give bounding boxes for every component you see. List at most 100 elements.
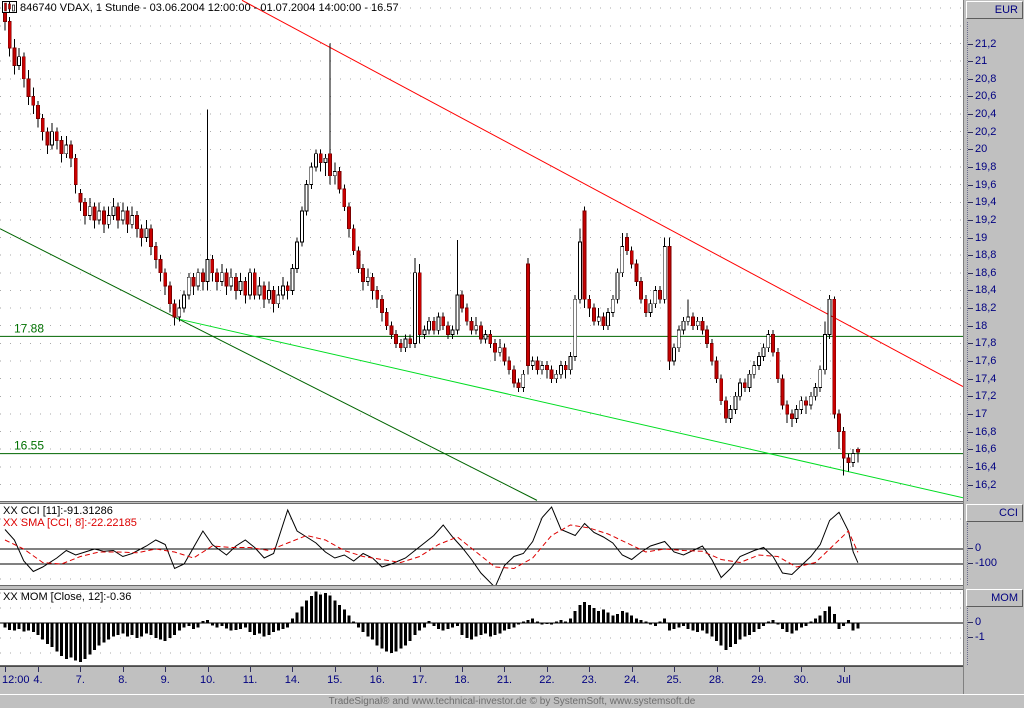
- candle-down: [40, 118, 45, 133]
- price-axis-ticks-label: 20,8: [968, 73, 996, 85]
- mom-bar: [248, 623, 252, 632]
- candle-down: [328, 153, 333, 177]
- mom-bar: [45, 623, 49, 644]
- mom-bar: [281, 623, 285, 629]
- price-axis-ticks-label: 17: [968, 408, 987, 420]
- mom-axis-ticks-label: -1: [968, 632, 985, 643]
- time-tick-mark: [292, 667, 293, 672]
- candle-up: [422, 329, 427, 335]
- mom-bar: [517, 623, 521, 625]
- mom-bar: [437, 623, 441, 629]
- mom-bar: [686, 623, 690, 629]
- candlestick-series: [3, 2, 860, 476]
- footer-credits: TradeSignal® and www.technical-investor.…: [0, 694, 1024, 708]
- candle-up: [521, 373, 526, 388]
- mom-bar: [111, 623, 115, 637]
- candle-down: [271, 290, 276, 305]
- mom-bar: [573, 611, 577, 623]
- mom-bar: [286, 623, 290, 628]
- mom-bar: [97, 623, 101, 646]
- time-tick-label: 12:00: [2, 674, 30, 686]
- price-axis-ticks[interactable]: 21,2 21 20,8 20,6 20,4 20,2 20 19,8 19,6 19,4 19,2…: [967, 22, 1024, 501]
- candle-down: [7, 21, 12, 49]
- mom-bar: [64, 623, 68, 659]
- candle-up: [309, 166, 314, 186]
- bright-green-support: [176, 318, 963, 499]
- mom-bar: [710, 623, 714, 637]
- cci-axis-ticks-label: 0: [968, 543, 981, 554]
- candle-down: [78, 193, 83, 203]
- price-chart-panel[interactable]: 17.88 16.55 846740 VDAX, 1 Stunde - 03.06…: [0, 0, 963, 502]
- candle-down: [83, 201, 88, 216]
- candle-down: [535, 360, 540, 371]
- candle-up: [130, 215, 135, 225]
- price-axis-ticks-label: 18,2: [968, 303, 996, 314]
- candle-up: [733, 395, 738, 410]
- mom-bar: [83, 623, 87, 659]
- time-tick-label: 23.: [581, 674, 597, 686]
- candle-up: [281, 285, 285, 296]
- mom-bar: [846, 620, 850, 623]
- candle-up: [497, 347, 502, 353]
- mom-bar: [17, 623, 21, 629]
- candlestick-chart[interactable]: 17.88 16.55: [0, 0, 963, 501]
- mom-bar: [455, 623, 459, 626]
- mom-bar: [69, 623, 73, 658]
- candle-down: [59, 140, 64, 155]
- candle-down: [135, 215, 139, 230]
- candle-up: [851, 453, 856, 463]
- time-tick-mark: [844, 667, 845, 672]
- mom-bar: [375, 623, 379, 646]
- mom-bar: [22, 623, 26, 632]
- mom-bar: [832, 614, 836, 623]
- mom-bar: [276, 623, 280, 631]
- candle-down: [168, 285, 172, 305]
- time-tick-mark: [674, 667, 675, 672]
- candle-down: [587, 298, 592, 309]
- cci-sma-formula-label: XX SMA [CCI, 8]:-22.22185: [3, 517, 137, 529]
- cci-axis-ticks[interactable]: 0 -100: [967, 523, 1024, 585]
- mom-axis-ticks[interactable]: 0 -1: [967, 608, 1024, 665]
- candle-up: [681, 320, 686, 331]
- mom-bar: [135, 623, 139, 638]
- mom-bar: [319, 594, 323, 623]
- candle-down: [507, 360, 512, 371]
- mom-bar: [418, 623, 422, 631]
- price-axis-ticks-label: 19: [968, 232, 987, 244]
- mom-bar: [762, 623, 766, 626]
- candle-up: [818, 369, 823, 388]
- mom-bar: [41, 623, 45, 640]
- candle-up: [606, 312, 611, 327]
- price-axis-ticks-label: 19,8: [968, 161, 996, 173]
- chart-title: 846740 VDAX, 1 Stunde - 03.06.2004 12:00…: [20, 2, 399, 14]
- candle-up: [266, 290, 271, 300]
- candle-down: [493, 342, 497, 353]
- price-axis-ticks-label: 19,2: [968, 214, 996, 226]
- mom-bar: [102, 623, 106, 643]
- mom-bar: [823, 611, 827, 623]
- time-tick-mark: [717, 667, 718, 672]
- mom-bar: [526, 620, 530, 623]
- time-axis[interactable]: 12:00 4. 7. 8. 9. 10. 11. 14. 15. 16. 17. 18. 21. 22.…: [0, 666, 963, 693]
- mom-bar: [795, 623, 799, 631]
- time-tick-label: 29.: [751, 674, 767, 686]
- candle-up: [728, 409, 733, 419]
- mom-bar: [389, 623, 393, 653]
- mom-bar: [371, 623, 375, 640]
- mom-bar: [257, 623, 261, 634]
- mom-bar: [441, 623, 445, 631]
- cci-indicator-panel[interactable]: XX CCI [11]:-91.31286 XX SMA [CCI, 8]:-2…: [0, 503, 963, 586]
- candle-down: [21, 56, 26, 80]
- mom-bar: [809, 621, 813, 623]
- time-tick-label: 17.: [411, 674, 428, 686]
- cci-plot[interactable]: [0, 504, 963, 585]
- value-axis-sidebar[interactable]: EUR 21,2 21 20,8 20,6 20,4 20,2 20 19,8 19,6 19,4…: [963, 0, 1024, 708]
- candle-up: [427, 320, 431, 331]
- mom-bar: [639, 620, 643, 623]
- momentum-indicator-panel[interactable]: XX MOM [Close, 12]:-0.36: [0, 589, 963, 666]
- mom-bar: [206, 620, 210, 623]
- mom-bar: [446, 623, 450, 629]
- candle-down: [210, 259, 215, 274]
- momentum-plot[interactable]: [0, 590, 963, 665]
- mom-bar: [535, 621, 539, 623]
